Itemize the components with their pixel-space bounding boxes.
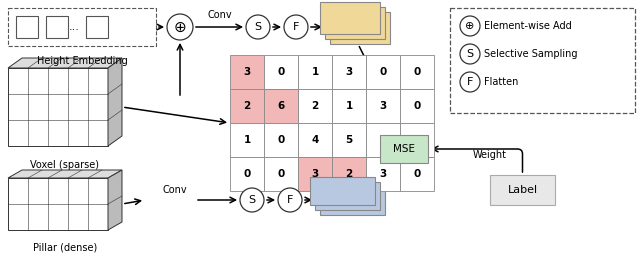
Text: 6: 6 [277,101,285,111]
FancyBboxPatch shape [332,123,366,157]
Circle shape [278,188,302,212]
FancyBboxPatch shape [332,55,366,89]
Circle shape [460,44,480,64]
FancyBboxPatch shape [366,123,400,157]
Text: 0: 0 [413,169,420,179]
Text: ...: ... [68,22,79,32]
FancyBboxPatch shape [298,55,332,89]
Text: 3: 3 [346,67,353,77]
Text: 0: 0 [380,135,387,145]
Circle shape [460,16,480,36]
Text: F: F [287,195,293,205]
FancyBboxPatch shape [230,89,264,123]
FancyBboxPatch shape [298,123,332,157]
Text: Weight: Weight [473,150,507,160]
Text: 5: 5 [346,135,353,145]
Text: $\oplus$: $\oplus$ [173,20,187,35]
Text: Selective Sampling: Selective Sampling [484,49,577,59]
FancyBboxPatch shape [330,12,390,44]
Text: F: F [467,77,473,87]
FancyBboxPatch shape [8,68,108,146]
Polygon shape [108,170,122,230]
FancyBboxPatch shape [380,135,428,163]
FancyBboxPatch shape [86,16,108,38]
Circle shape [284,15,308,39]
FancyBboxPatch shape [310,177,375,205]
FancyBboxPatch shape [298,89,332,123]
FancyBboxPatch shape [264,55,298,89]
FancyBboxPatch shape [450,8,635,113]
Text: 1: 1 [243,135,251,145]
Polygon shape [108,58,122,146]
FancyBboxPatch shape [8,178,108,230]
Text: ⊕: ⊕ [465,21,475,31]
Text: Height Embedding: Height Embedding [36,56,127,66]
FancyBboxPatch shape [325,7,385,39]
Text: 2: 2 [346,169,353,179]
Text: 1: 1 [312,67,319,77]
FancyBboxPatch shape [320,2,380,34]
Text: 2: 2 [243,101,251,111]
FancyBboxPatch shape [315,182,380,210]
FancyBboxPatch shape [230,157,264,191]
FancyBboxPatch shape [8,8,156,46]
Text: Label: Label [508,185,538,195]
FancyBboxPatch shape [264,157,298,191]
Text: Flatten: Flatten [484,77,518,87]
Circle shape [246,15,270,39]
FancyBboxPatch shape [400,157,434,191]
Text: 3: 3 [312,169,319,179]
Text: 3: 3 [380,169,387,179]
FancyBboxPatch shape [298,157,332,191]
FancyBboxPatch shape [46,16,68,38]
Circle shape [167,14,193,40]
Text: 4: 4 [311,135,319,145]
Text: S: S [248,195,255,205]
Text: 0: 0 [277,135,285,145]
FancyBboxPatch shape [366,55,400,89]
Circle shape [240,188,264,212]
Text: 1: 1 [346,101,353,111]
Text: 0: 0 [413,67,420,77]
FancyBboxPatch shape [332,157,366,191]
Text: Conv: Conv [163,185,188,195]
FancyBboxPatch shape [264,123,298,157]
FancyBboxPatch shape [230,55,264,89]
FancyBboxPatch shape [400,89,434,123]
Text: 0: 0 [277,67,285,77]
Text: Pillar (dense): Pillar (dense) [33,242,97,252]
Text: 0: 0 [243,169,251,179]
Circle shape [460,72,480,92]
FancyBboxPatch shape [366,89,400,123]
Text: Conv: Conv [208,10,232,20]
FancyBboxPatch shape [366,157,400,191]
FancyBboxPatch shape [400,123,434,157]
FancyBboxPatch shape [332,89,366,123]
Text: MSE: MSE [393,144,415,154]
Text: S: S [467,49,474,59]
Text: F: F [293,22,299,32]
FancyBboxPatch shape [230,123,264,157]
Text: 0: 0 [380,67,387,77]
Polygon shape [8,58,122,68]
Polygon shape [8,170,122,178]
FancyBboxPatch shape [400,55,434,89]
FancyBboxPatch shape [320,187,385,215]
FancyBboxPatch shape [264,89,298,123]
Text: 1: 1 [413,135,420,145]
Text: 0: 0 [277,169,285,179]
Text: S: S [255,22,262,32]
Text: 0: 0 [413,101,420,111]
Text: 2: 2 [312,101,319,111]
Text: 3: 3 [380,101,387,111]
Text: Element-wise Add: Element-wise Add [484,21,572,31]
FancyBboxPatch shape [490,175,555,205]
Text: Voxel (sparse): Voxel (sparse) [31,160,99,170]
Text: 3: 3 [243,67,251,77]
FancyBboxPatch shape [16,16,38,38]
